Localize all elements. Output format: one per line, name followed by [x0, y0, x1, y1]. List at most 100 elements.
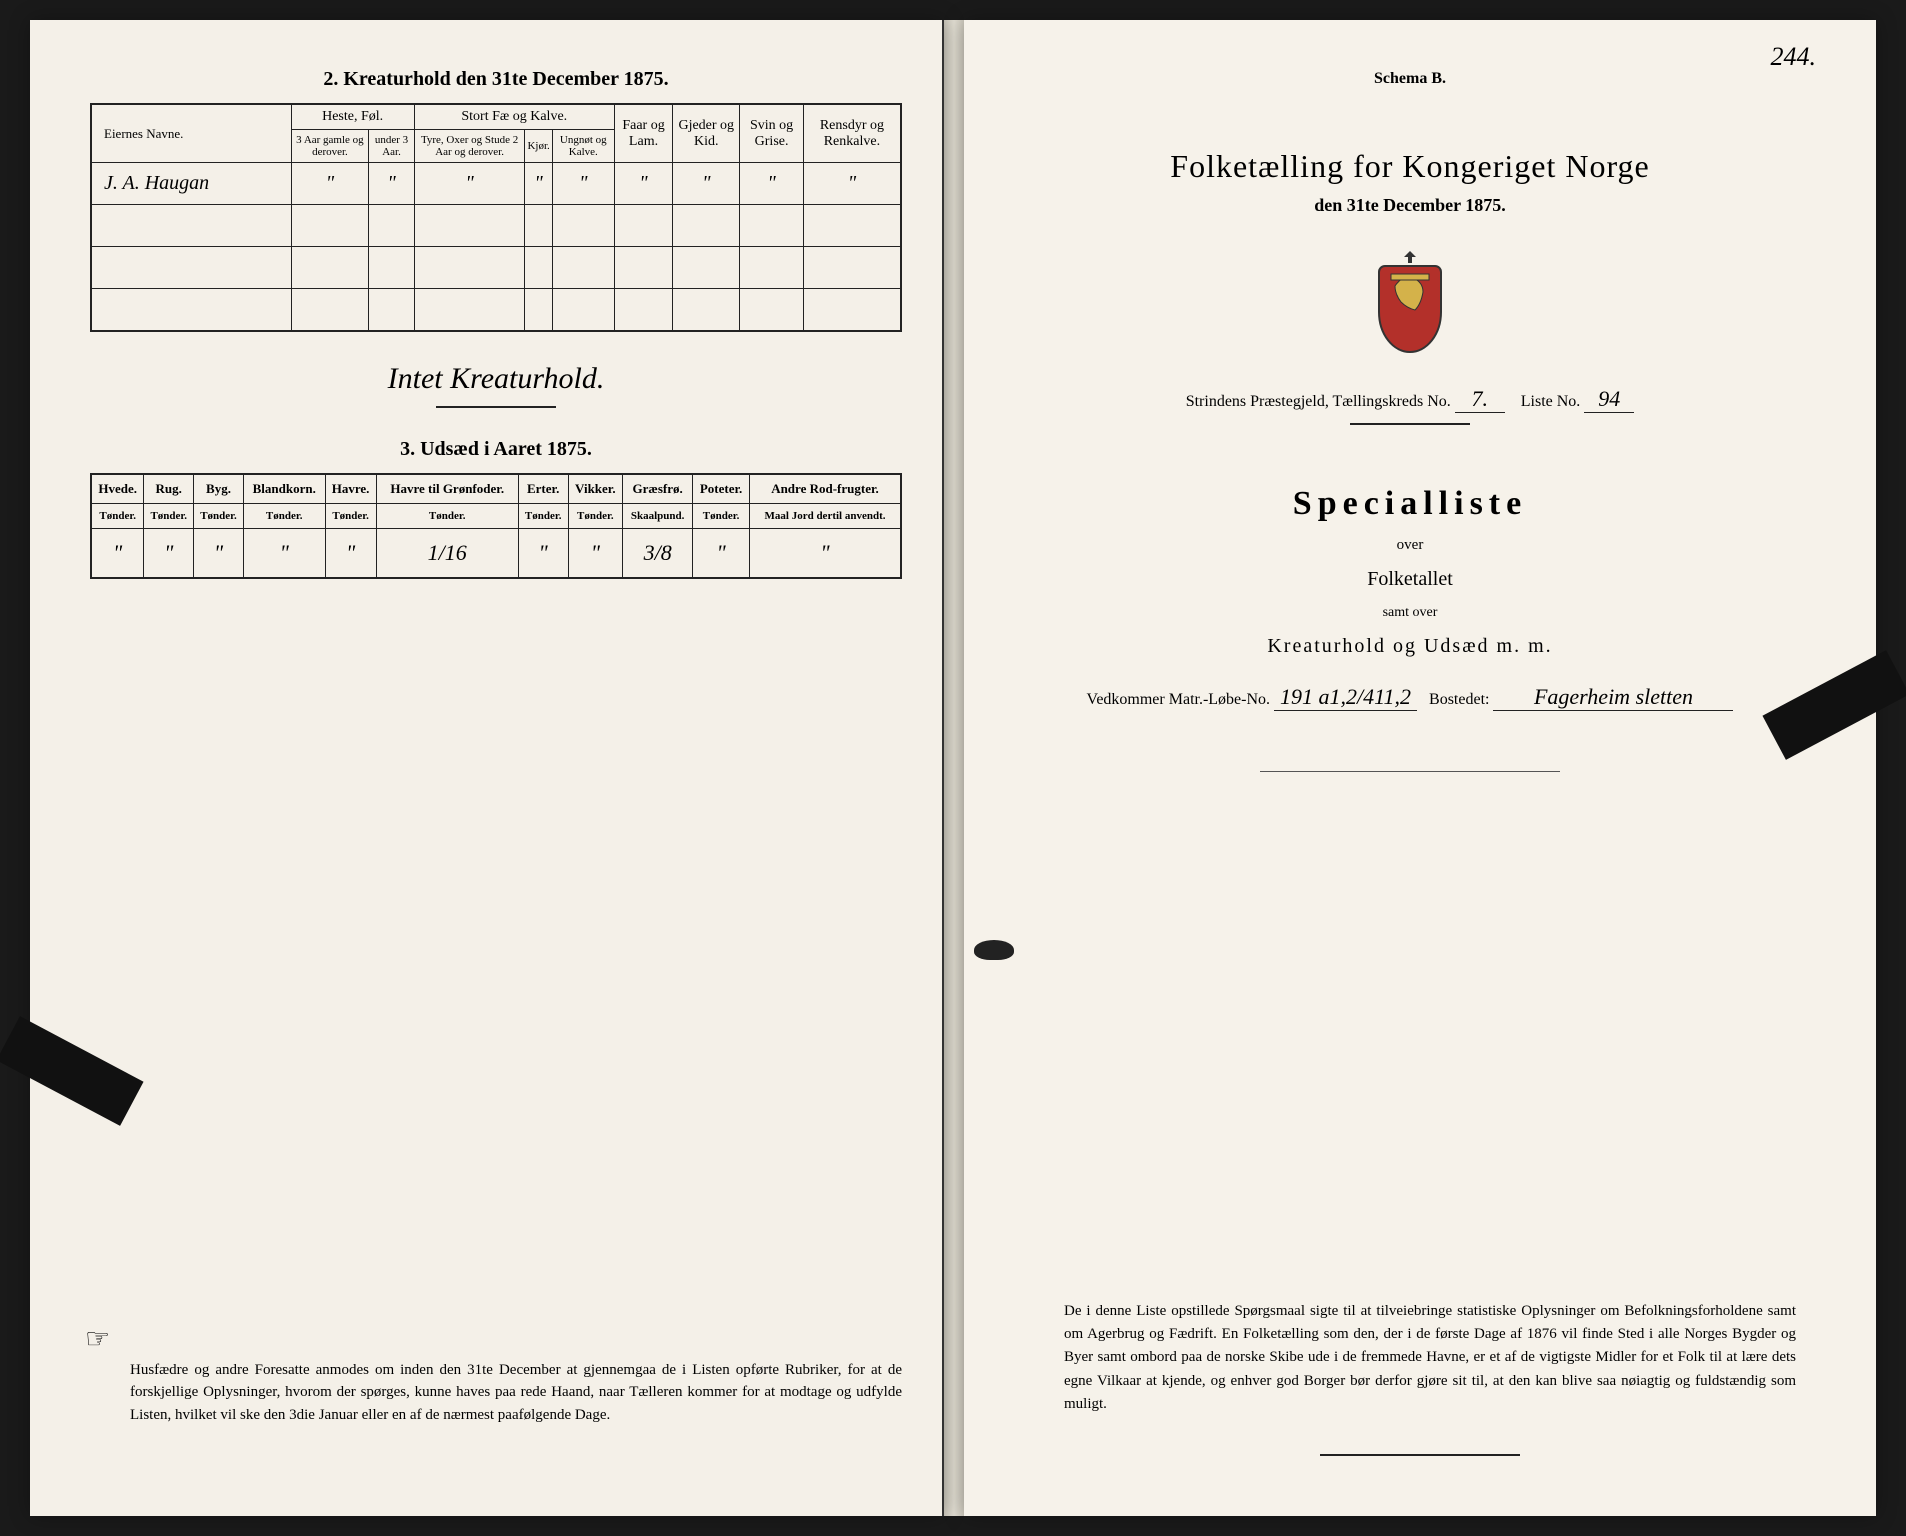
table-row: " " " " " 1/16 " " 3/8 " ": [91, 528, 901, 578]
book-spine: [944, 20, 964, 1516]
livestock-table: Eiernes Navne. Heste, Føl. Stort Fæ og K…: [90, 103, 902, 332]
divider: [1260, 771, 1560, 772]
cell: ": [369, 163, 414, 205]
col: Hvede.: [91, 474, 144, 504]
cell: ": [325, 528, 376, 578]
divider: [436, 406, 556, 408]
ink-smudge-icon: [974, 940, 1014, 960]
col: Blandkorn.: [243, 474, 325, 504]
divider: [1350, 423, 1470, 425]
unit-row: Tønder. Tønder. Tønder. Tønder. Tønder. …: [91, 503, 901, 528]
cell: ": [91, 528, 144, 578]
grp-heste: Heste, Føl.: [291, 104, 414, 130]
grp-gjeder: Gjeder og Kid.: [673, 104, 740, 163]
col: Græsfrø.: [623, 474, 693, 504]
cell: ": [568, 528, 623, 578]
col: Byg.: [194, 474, 244, 504]
pointing-hand-icon: ☞: [85, 1322, 110, 1356]
unit: Tønder.: [243, 503, 325, 528]
col: Poteter.: [693, 474, 750, 504]
coat-of-arms-icon: [1365, 246, 1455, 356]
cell: ": [194, 528, 244, 578]
handwritten-note: Intet Kreaturhold.: [90, 362, 902, 396]
table-row: [91, 247, 901, 289]
cell: ": [740, 163, 803, 205]
unit: Tønder.: [194, 503, 244, 528]
grp-rensdyr: Rensdyr og Renkalve.: [803, 104, 901, 163]
folketallet-label: Folketallet: [1004, 568, 1816, 591]
table-row: [91, 205, 901, 247]
unit: Tønder.: [144, 503, 194, 528]
col: Andre Rod-frugter.: [750, 474, 902, 504]
clip-icon: [1762, 650, 1906, 760]
cell: ": [291, 163, 369, 205]
vedk-no: 191 a1,2/411,2: [1274, 684, 1417, 711]
section2-title: 2. Kreaturhold den 31te December 1875.: [90, 68, 902, 91]
grp-stort: Stort Fæ og Kalve.: [414, 104, 614, 130]
unit: Tønder.: [693, 503, 750, 528]
liste-label: Liste No.: [1521, 393, 1581, 410]
district-prefix: Strindens Præstegjeld, Tællingskreds No.: [1186, 393, 1451, 410]
unit: Maal Jord dertil anvendt.: [750, 503, 902, 528]
grp-faar: Faar og Lam.: [614, 104, 672, 163]
liste-no: 94: [1584, 386, 1634, 413]
sub-stort2: Kjør.: [525, 130, 552, 163]
left-page: 2. Kreaturhold den 31te December 1875. E…: [30, 20, 944, 1516]
sub-heste1: 3 Aar gamle og derover.: [291, 130, 369, 163]
subtitle: den 31te December 1875.: [1004, 195, 1816, 216]
cell: ": [750, 528, 902, 578]
bosted-label: Bostedet:: [1429, 691, 1489, 708]
cell: ": [144, 528, 194, 578]
col: Erter.: [518, 474, 568, 504]
page-number: 244.: [1771, 42, 1817, 72]
cell: 3/8: [623, 528, 693, 578]
schema-label: Schema B.: [1004, 70, 1816, 88]
cell: ": [693, 528, 750, 578]
right-page: 244. Schema B. Folketælling for Kongerig…: [964, 20, 1876, 1516]
bosted-value: Fagerheim sletten: [1493, 684, 1733, 711]
cell: 1/16: [376, 528, 518, 578]
cell: ": [243, 528, 325, 578]
unit: Tønder.: [518, 503, 568, 528]
kreaturhold-label: Kreaturhold og Udsæd m. m.: [1004, 635, 1816, 658]
specialliste-title: Specialliste: [1004, 485, 1816, 523]
section3-title: 3. Udsæd i Aaret 1875.: [90, 438, 902, 461]
clip-icon: [0, 1016, 144, 1126]
district-line: Strindens Præstegjeld, Tællingskreds No.…: [1004, 386, 1816, 413]
col: Vikker.: [568, 474, 623, 504]
sowing-table: Hvede. Rug. Byg. Blandkorn. Havre. Havre…: [90, 473, 902, 580]
table-row: J. A. Haugan " " " " " " " " ": [91, 163, 901, 205]
col: Rug.: [144, 474, 194, 504]
cell: ": [552, 163, 614, 205]
sub-stort1: Tyre, Oxer og Stude 2 Aar og derover.: [414, 130, 525, 163]
cell: ": [525, 163, 552, 205]
unit: Tønder.: [568, 503, 623, 528]
cell: ": [803, 163, 901, 205]
grp-svin: Svin og Grise.: [740, 104, 803, 163]
owner-name: J. A. Haugan: [91, 163, 291, 205]
col: Havre til Grønfoder.: [376, 474, 518, 504]
unit: Tønder.: [91, 503, 144, 528]
cell: ": [518, 528, 568, 578]
col: Havre.: [325, 474, 376, 504]
vedkommer-line: Vedkommer Matr.-Løbe-No. 191 a1,2/411,2 …: [1004, 684, 1816, 711]
cell: ": [614, 163, 672, 205]
header-row: Hvede. Rug. Byg. Blandkorn. Havre. Havre…: [91, 474, 901, 504]
cell: ": [673, 163, 740, 205]
samt-label: samt over: [1004, 605, 1816, 621]
book-spread: 2. Kreaturhold den 31te December 1875. E…: [30, 20, 1876, 1516]
cell: ": [414, 163, 525, 205]
unit: Tønder.: [325, 503, 376, 528]
over-label: over: [1004, 537, 1816, 554]
col-owner: Eiernes Navne.: [91, 104, 291, 163]
footnote: Husfædre og andre Foresatte anmodes om i…: [130, 1359, 902, 1427]
district-no: 7.: [1455, 386, 1505, 413]
unit: Tønder.: [376, 503, 518, 528]
sub-heste2: under 3 Aar.: [369, 130, 414, 163]
vedk-label: Vedkommer Matr.-Løbe-No.: [1087, 691, 1271, 708]
divider: [1320, 1454, 1520, 1456]
sub-stort3: Ungnøt og Kalve.: [552, 130, 614, 163]
main-title: Folketælling for Kongeriget Norge: [1004, 148, 1816, 185]
table-row: [91, 289, 901, 331]
bottom-paragraph: De i denne Liste opstillede Spørgsmaal s…: [1064, 1300, 1796, 1416]
